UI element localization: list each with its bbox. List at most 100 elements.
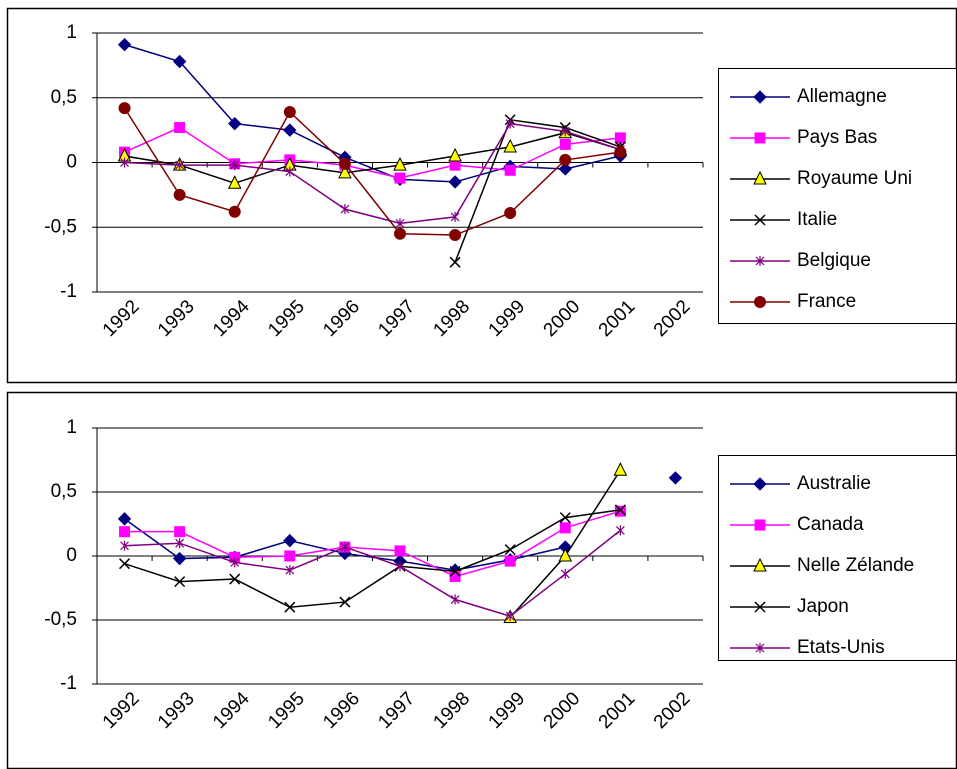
- marker: [559, 138, 571, 150]
- marker: [614, 132, 626, 144]
- marker: [614, 504, 626, 516]
- legend-label: Australie: [797, 473, 871, 494]
- marker: [174, 122, 186, 134]
- marker: [174, 576, 186, 588]
- marker: [395, 218, 405, 229]
- marker: [172, 54, 187, 69]
- marker: [754, 519, 766, 531]
- marker: [394, 545, 406, 557]
- marker: [613, 462, 628, 476]
- marker: [504, 544, 516, 556]
- legend-label: Allemagne: [797, 86, 887, 107]
- marker: [753, 90, 767, 104]
- marker: [614, 146, 627, 159]
- marker: [753, 477, 767, 491]
- marker: [119, 558, 131, 570]
- marker: [559, 512, 571, 524]
- legend-label: Nelle Zélande: [797, 555, 914, 576]
- marker: [175, 538, 185, 549]
- marker: [340, 542, 350, 553]
- series-line: [123, 107, 621, 236]
- marker: [754, 296, 766, 308]
- marker: [560, 568, 570, 579]
- marker: [227, 175, 242, 189]
- marker: [338, 164, 352, 179]
- series-line: [124, 131, 621, 185]
- marker: [504, 164, 516, 176]
- marker: [753, 557, 767, 572]
- y-tick-label: 1: [66, 417, 77, 438]
- marker: [559, 153, 572, 166]
- y-tick-label: -0,5: [44, 216, 77, 237]
- legend-label: Japon: [797, 596, 849, 617]
- legend-label: Canada: [797, 514, 864, 535]
- marker: [560, 126, 570, 137]
- y-tick-label: -1: [60, 673, 77, 694]
- marker: [284, 550, 296, 562]
- marker: [394, 172, 406, 184]
- marker: [117, 37, 132, 52]
- legend-label: France: [797, 291, 856, 312]
- marker: [174, 526, 186, 538]
- marker: [339, 596, 351, 608]
- marker: [504, 555, 516, 567]
- marker: [448, 147, 462, 162]
- legend-box: [718, 455, 957, 661]
- marker: [450, 211, 460, 222]
- marker: [120, 540, 129, 551]
- marker: [754, 214, 766, 226]
- marker: [754, 132, 766, 144]
- marker: [393, 156, 407, 171]
- marker: [558, 162, 572, 176]
- marker: [449, 256, 461, 268]
- marker: [503, 138, 517, 153]
- marker: [754, 601, 766, 613]
- series-line: [124, 509, 621, 608]
- marker: [755, 643, 765, 653]
- marker: [449, 159, 461, 171]
- marker: [284, 601, 296, 613]
- legend-label: Etats-Unis: [797, 637, 885, 658]
- y-tick-label: -1: [60, 281, 77, 302]
- y-tick-label: 0: [66, 152, 77, 173]
- marker: [230, 557, 240, 568]
- marker: [228, 116, 242, 131]
- y-tick-label: 1: [66, 22, 77, 43]
- marker: [559, 522, 571, 534]
- marker: [395, 561, 405, 572]
- series-line: [124, 510, 621, 578]
- marker: [449, 565, 461, 577]
- legend-box: [718, 68, 957, 324]
- legend-label: Royaume Uni: [797, 168, 912, 189]
- legend-label: Pays Bas: [797, 127, 877, 148]
- marker: [175, 160, 185, 171]
- marker: [394, 227, 406, 240]
- marker: [504, 207, 517, 220]
- series-line: [124, 529, 621, 617]
- series-line: [124, 126, 621, 179]
- legend-label: Italie: [797, 209, 837, 230]
- marker: [118, 102, 131, 115]
- y-tick-label: 0,5: [51, 87, 77, 108]
- marker: [283, 533, 297, 548]
- marker: [283, 105, 296, 118]
- marker: [449, 229, 462, 242]
- marker: [340, 204, 350, 215]
- y-tick-label: -0,5: [44, 609, 77, 630]
- marker: [450, 594, 460, 605]
- marker: [173, 188, 186, 201]
- marker: [338, 157, 351, 170]
- marker: [505, 611, 515, 622]
- y-tick-label: 0,5: [51, 481, 77, 502]
- marker: [448, 175, 462, 189]
- marker: [615, 525, 625, 536]
- marker: [120, 157, 129, 168]
- marker: [283, 123, 297, 137]
- marker: [229, 573, 241, 585]
- marker: [172, 551, 187, 566]
- marker: [230, 160, 240, 171]
- marker: [614, 505, 626, 517]
- marker: [285, 565, 295, 576]
